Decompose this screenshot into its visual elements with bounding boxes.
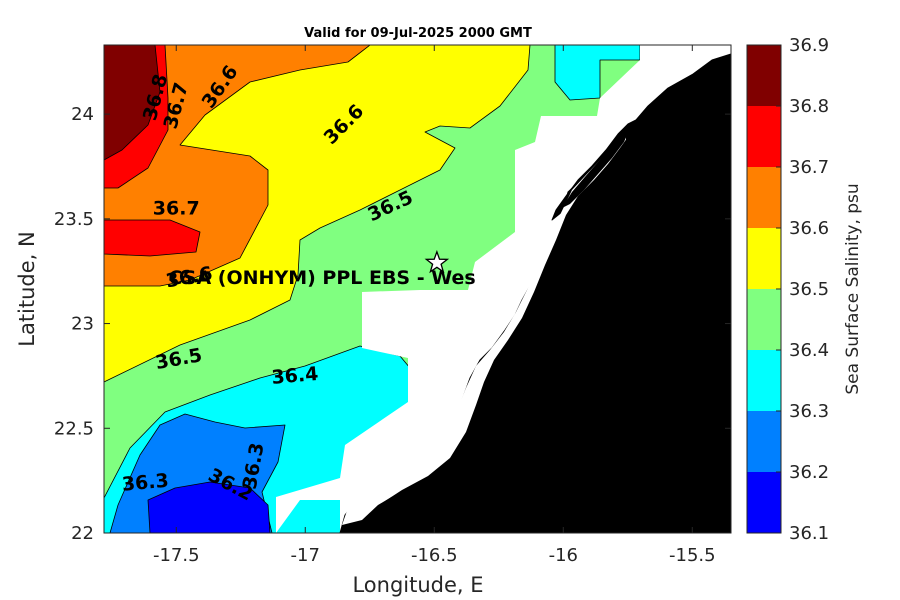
y-axis-label: Latitude, N — [15, 231, 39, 347]
colorbar-swatch — [747, 45, 781, 106]
colorbar-label: Sea Surface Salinity, psu — [843, 183, 863, 394]
plot-frame — [103, 44, 732, 534]
colorbar-tick-label: 36.3 — [789, 401, 829, 422]
colorbar-tick-label: 36.2 — [789, 462, 829, 483]
y-tick-label: 23.5 — [54, 209, 94, 230]
colorbar-swatch — [747, 167, 781, 228]
coast-land-inner — [356, 54, 731, 533]
x-tick-label: -16 — [549, 545, 578, 566]
colorbar-swatch — [747, 289, 781, 350]
x-tick-label: -16.5 — [411, 545, 458, 566]
colorbar: 36.1 36.2 36.3 36.4 36.5 36.6 36.7 36.8 36.9 — [746, 35, 829, 544]
y-ticks: 22 22.5 23 23.5 24 — [54, 104, 731, 544]
band-36-5-36-6 — [104, 45, 531, 383]
contour-label: 36.3 — [121, 470, 170, 496]
colorbar-tick-label: 36.5 — [789, 279, 829, 300]
band-36-8-36-9 — [104, 45, 161, 161]
y-tick-label: 22.5 — [54, 418, 94, 439]
colorbar-tick-label: 36.8 — [789, 96, 829, 117]
x-tick-label: -17 — [291, 545, 320, 566]
contour-label: 36.4 — [271, 363, 320, 389]
colorbar-swatch — [747, 228, 781, 289]
contour-label: 36.7 — [153, 197, 200, 219]
y-tick-label: 22 — [71, 523, 94, 544]
colorbar-tick-label: 36.4 — [789, 340, 829, 361]
contour-map — [104, 45, 731, 533]
y-tick-label: 24 — [71, 104, 94, 125]
colorbar-swatch — [747, 106, 781, 167]
site-label: CSA (ONHYM) PPL EBS - Wes — [169, 267, 476, 289]
band-36-1-36-2 — [147, 481, 271, 533]
colorbar-swatch — [747, 411, 781, 472]
band-36-7-36-8-south — [104, 219, 201, 257]
colorbar-tick-label: 36.7 — [789, 157, 829, 178]
x-ticks: -17.5 -17 -16.5 -16 -15.5 — [153, 45, 716, 566]
x-tick-label: -15.5 — [669, 545, 716, 566]
colorbar-swatch — [747, 472, 781, 533]
site-marker: CSA (ONHYM) PPL EBS - Wes — [169, 249, 476, 289]
x-axis-label: Longitude, E — [352, 573, 483, 597]
colorbar-tick-label: 36.6 — [789, 218, 829, 239]
colorbar-swatch — [747, 350, 781, 411]
x-tick-label: -17.5 — [153, 545, 200, 566]
peninsula-inner — [562, 124, 632, 208]
y-tick-label: 23 — [71, 314, 94, 335]
star-icon — [424, 249, 450, 274]
colorbar-tick-label: 36.1 — [789, 523, 829, 544]
coastal-buffer — [342, 134, 626, 525]
colorbar-tick-label: 36.9 — [789, 35, 829, 56]
chart-title: Valid for 09-Jul-2025 2000 GMT — [304, 26, 532, 41]
